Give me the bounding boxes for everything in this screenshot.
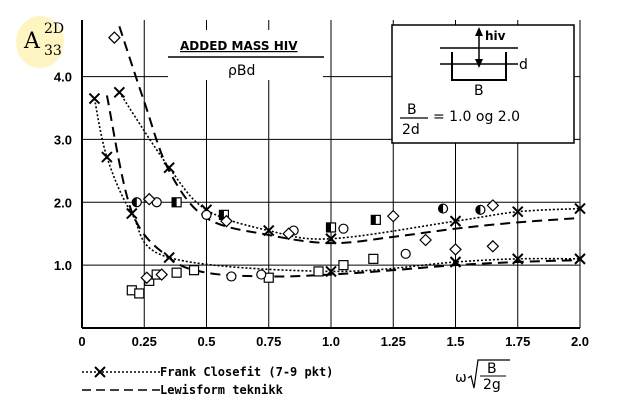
halfsquare-fill — [371, 215, 376, 225]
x-tick-label: 0 — [78, 334, 85, 349]
y-tick-label: 1.0 — [54, 258, 72, 273]
x-axis-label: ω B 2g — [455, 359, 510, 393]
hull-section-diagram: hiv d B — [440, 27, 528, 99]
diamond-point — [142, 192, 156, 206]
plot-axes — [81, 20, 580, 329]
x-tick-label: 2.0 — [571, 334, 589, 349]
diamond-point — [282, 227, 296, 241]
halfcircle-fill — [475, 205, 481, 215]
diamond-point — [108, 31, 121, 44]
title-box: ADDED MASS HIV ρBd — [168, 30, 324, 80]
diamond-point — [449, 243, 462, 256]
diamond-point — [419, 233, 432, 247]
x-tick-label: 1.75 — [505, 334, 530, 349]
x-tick-labels: 0 0.25 0.5 0.75 1.0 1.25 1.5 1.75 2.0 — [78, 334, 589, 349]
chart-title-denominator: ρBd — [228, 63, 255, 79]
cross-point — [113, 86, 126, 98]
y-tick-label: 2.0 — [54, 195, 72, 210]
y-tick-label: 3.0 — [54, 132, 72, 147]
ratio-value: = 1.0 og 2.0 — [433, 109, 520, 125]
series-line-dashed — [105, 95, 581, 278]
y-axis-label: A 2D 33 — [16, 16, 64, 68]
halfsquare-fill — [326, 222, 331, 232]
cross-point — [88, 92, 101, 105]
cross-point — [449, 215, 462, 227]
y-label-sub: 33 — [44, 43, 62, 59]
square-point — [313, 266, 324, 277]
x-tick-label: 0.5 — [197, 334, 215, 349]
diamond-point — [220, 214, 233, 228]
cross-point — [574, 202, 586, 215]
series-line-cross-dotted — [118, 91, 581, 240]
square-point — [188, 265, 200, 276]
diamond-point — [486, 199, 500, 212]
x-tick-label: 0.75 — [256, 334, 281, 349]
cross-point — [574, 253, 586, 265]
circle-point — [400, 248, 411, 259]
cross-point — [512, 206, 524, 218]
legend: Frank Closefit (7-9 pkt) Lewisform tekni… — [82, 365, 333, 397]
ratio-formula: B 2d = 1.0 og 2.0 — [400, 102, 520, 138]
diamond-point — [140, 271, 154, 285]
cross-point — [101, 151, 113, 163]
halfsquare-fill — [219, 210, 224, 220]
x-tick-label: 1.25 — [381, 334, 406, 349]
circle-point — [338, 223, 349, 234]
chart-title: ADDED MASS HIV — [180, 39, 298, 53]
section-info-box: hiv d B B 2d = 1.0 og 2.0 — [391, 24, 575, 144]
series-line-cross-dotted — [93, 98, 581, 273]
x-tick-label: 1.0 — [322, 334, 340, 349]
ratio-numerator: B — [407, 102, 417, 118]
diamond-point — [155, 268, 169, 281]
square-point — [171, 267, 182, 278]
y-label-super: 2D — [44, 21, 64, 37]
halfcircle-fill — [132, 197, 137, 207]
width-label: B — [474, 83, 484, 99]
legend-label-lewis: Lewisform teknikk — [160, 383, 284, 397]
heave-label: hiv — [485, 29, 506, 43]
diamond-point — [386, 209, 400, 223]
x-label-omega: ω — [455, 370, 467, 386]
circle-point — [256, 269, 267, 280]
x-label-numerator: B — [487, 361, 497, 377]
y-tick-labels: 1.0 2.0 3.0 4.0 — [54, 70, 72, 274]
halfsquare-fill — [172, 197, 177, 207]
series-markers — [108, 31, 500, 299]
diamond-point — [486, 239, 500, 253]
ratio-denominator: 2d — [402, 122, 420, 138]
x-label-denominator: 2g — [483, 377, 501, 393]
y-label-main: A — [23, 29, 41, 54]
legend-label-closefit: Frank Closefit (7-9 pkt) — [160, 365, 333, 379]
square-point — [338, 260, 349, 271]
y-tick-label: 4.0 — [54, 70, 72, 85]
circle-point — [226, 271, 237, 282]
circle-point — [201, 209, 212, 220]
square-point — [368, 253, 379, 264]
draft-label: d — [519, 57, 528, 73]
x-tick-label: 0.25 — [132, 334, 157, 349]
square-point — [134, 288, 145, 299]
cross-marker-icon — [94, 366, 106, 378]
halfcircle-fill — [438, 204, 444, 214]
x-tick-label: 1.5 — [446, 334, 464, 349]
